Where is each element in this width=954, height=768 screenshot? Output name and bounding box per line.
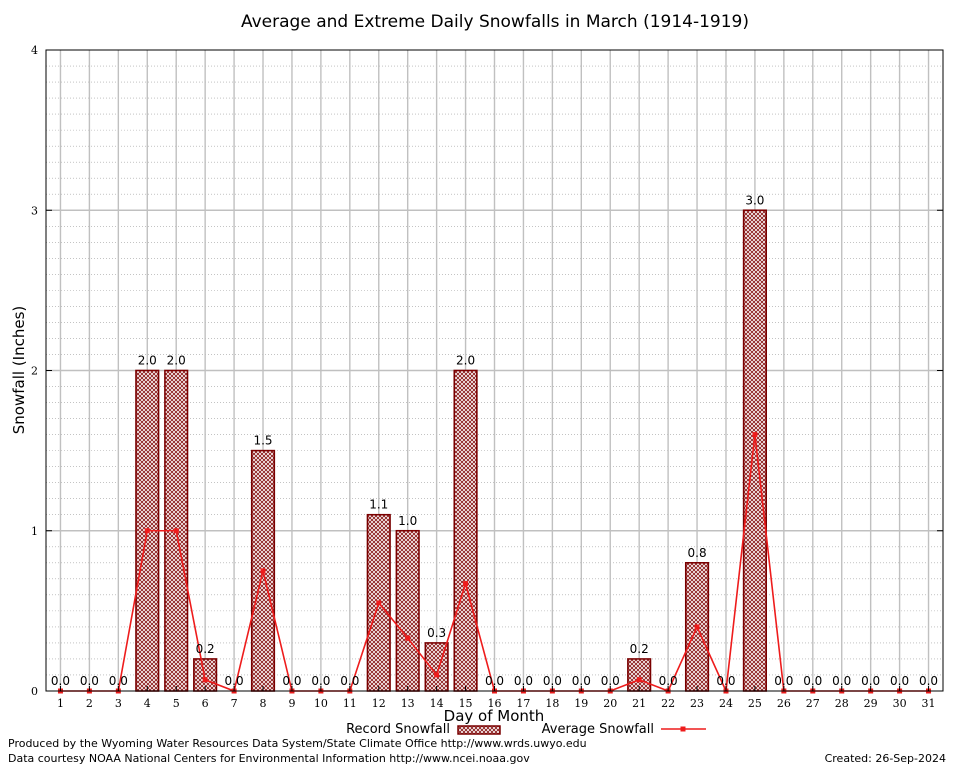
x-tick-label: 9 (288, 697, 295, 710)
bar-value-label: 0.0 (659, 674, 678, 688)
x-tick-label: 12 (372, 697, 386, 710)
x-tick-label: 10 (314, 697, 328, 710)
bar-value-label: 0.0 (311, 674, 330, 688)
x-tick-label: 15 (459, 697, 473, 710)
x-tick-label: 2 (86, 697, 93, 710)
bar-value-label: 0.0 (716, 674, 735, 688)
bar-value-label: 0.0 (80, 674, 99, 688)
bar-value-label: 0.0 (774, 674, 793, 688)
bar-value-label: 0.0 (543, 674, 562, 688)
x-tick-label: 6 (202, 697, 209, 710)
bar-value-label: 0.0 (51, 674, 70, 688)
bar-value-label: 0.0 (109, 674, 128, 688)
bar-value-label: 0.2 (196, 642, 215, 656)
x-tick-label: 18 (545, 697, 559, 710)
bar-value-label: 0.2 (630, 642, 649, 656)
bar-value-label: 0.0 (572, 674, 591, 688)
legend-record-swatch (457, 725, 501, 735)
y-tick-label: 3 (31, 204, 38, 217)
bar-value-label: 0.3 (427, 626, 446, 640)
record-bars (135, 209, 768, 692)
y-ticks: 0 1 2 3 4 (31, 44, 943, 698)
x-tick-label: 3 (115, 697, 122, 710)
average-point (202, 677, 208, 683)
footer-data-courtesy: Data courtesy NOAA National Centers for … (8, 752, 530, 765)
bar-value-label: 1.0 (398, 514, 417, 528)
x-tick-label: 16 (488, 697, 502, 710)
x-tick-label: 4 (144, 697, 151, 710)
x-tick-label: 22 (661, 697, 675, 710)
bar-value-label: 0.0 (832, 674, 851, 688)
x-tick-label: 31 (922, 697, 936, 710)
average-point (752, 432, 758, 438)
average-point (694, 624, 700, 630)
y-tick-label: 2 (31, 365, 38, 378)
x-tick-label: 25 (748, 697, 762, 710)
x-tick-label: 11 (343, 697, 357, 710)
x-tick-label: 5 (173, 697, 180, 710)
record-bar (395, 529, 420, 692)
x-tick-label: 1 (57, 697, 64, 710)
bar-value-label: 1.1 (369, 498, 388, 512)
x-tick-label: 29 (864, 697, 878, 710)
footer-created: Created: 26-Sep-2024 (824, 752, 946, 765)
x-tick-label: 24 (719, 697, 733, 710)
legend-average-label: Average Snowfall (542, 722, 654, 737)
x-tick-label: 21 (632, 697, 646, 710)
x-tick-label: 17 (516, 697, 530, 710)
average-point (173, 528, 179, 534)
x-tick-label: 8 (260, 697, 267, 710)
y-axis-label: Snowfall (Inches) (10, 306, 28, 434)
x-tick-label: 13 (401, 697, 415, 710)
average-point (376, 600, 382, 606)
bar-value-label: 0.0 (340, 674, 359, 688)
legend: Record Snowfall Average Snowfall (346, 722, 706, 737)
footer-produced-by: Produced by the Wyoming Water Resources … (8, 737, 587, 750)
bar-value-label: 0.0 (485, 674, 504, 688)
y-tick-label: 0 (31, 685, 38, 698)
bar-value-label: 0.0 (803, 674, 822, 688)
record-bar (742, 209, 768, 692)
bar-value-label: 0.0 (890, 674, 909, 688)
x-ticks: 1 2 3 4 5 6 7 8 9 10 11 12 13 14 15 16 17 18 19 20 21 22 23 24 2… (57, 686, 936, 710)
bar-labels: 0.0 0.0 0.0 2.0 2.0 0.2 0.0 1.5 0.0 0.0 0.0 1.1 1.0 0… (51, 193, 938, 688)
x-axis-label: Day of Month (444, 707, 545, 725)
bar-value-label: 1.5 (253, 434, 272, 448)
bar-value-label: 0.0 (861, 674, 880, 688)
average-point (144, 528, 150, 534)
x-tick-label: 14 (430, 697, 444, 710)
chart-title: Average and Extreme Daily Snowfalls in M… (241, 12, 749, 32)
bar-value-label: 0.0 (919, 674, 938, 688)
x-tick-label: 19 (574, 697, 588, 710)
bar-value-label: 2.0 (167, 354, 186, 368)
bar-value-label: 3.0 (745, 193, 764, 207)
y-tick-label: 1 (31, 525, 38, 538)
average-point (636, 677, 642, 683)
average-point (434, 672, 440, 678)
bar-value-label: 0.0 (601, 674, 620, 688)
x-tick-label: 26 (777, 697, 791, 710)
x-tick-label: 28 (835, 697, 849, 710)
legend-average-marker (680, 726, 686, 732)
average-point (463, 581, 469, 587)
x-tick-label: 7 (231, 697, 238, 710)
bar-value-label: 0.0 (225, 674, 244, 688)
bar-value-label: 0.0 (514, 674, 533, 688)
y-tick-label: 4 (31, 44, 38, 57)
average-point (405, 635, 411, 641)
record-bar (453, 369, 478, 692)
bar-value-label: 0.0 (282, 674, 301, 688)
x-tick-label: 27 (806, 697, 820, 710)
bar-value-label: 0.8 (688, 546, 707, 560)
x-tick-label: 30 (893, 697, 907, 710)
bar-value-label: 2.0 (456, 354, 475, 368)
average-point (260, 568, 266, 574)
x-tick-label: 20 (603, 697, 617, 710)
bar-value-label: 2.0 (138, 354, 157, 368)
legend-record-label: Record Snowfall (346, 722, 450, 737)
x-tick-label: 23 (690, 697, 704, 710)
